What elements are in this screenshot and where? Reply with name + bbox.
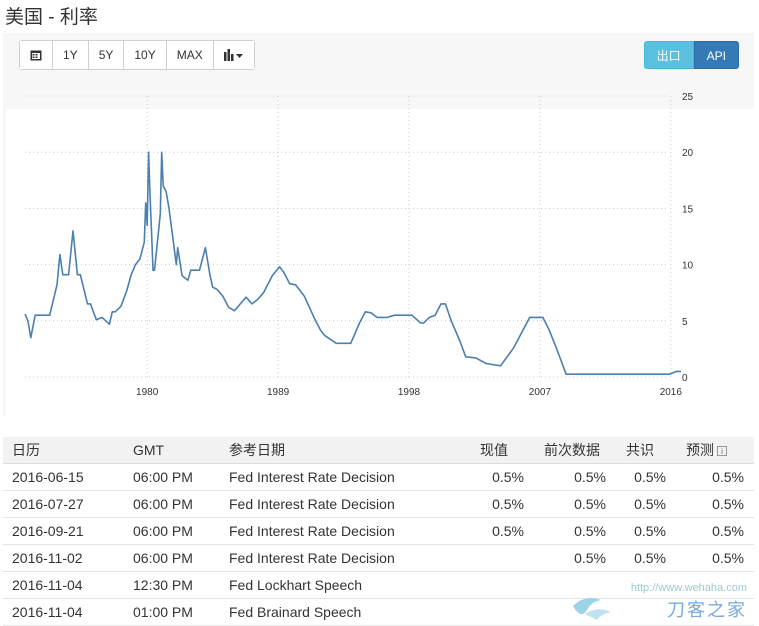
cell-event: Fed Interest Rate Decision bbox=[220, 544, 480, 572]
cell-time: 06:00 PM bbox=[124, 517, 220, 545]
cell-date: 2016-07-27 bbox=[3, 490, 124, 518]
col-header-previous: 前次数据 bbox=[534, 437, 616, 464]
chart-type-dropdown[interactable] bbox=[213, 41, 254, 69]
table-row: 2016-07-27 06:00 PM Fed Interest Rate Deci… bbox=[3, 490, 754, 518]
series-line-interest-rate bbox=[24, 151, 681, 375]
cell-actual: 0.5% bbox=[480, 463, 534, 491]
cell-actual bbox=[480, 598, 534, 626]
col-header-time: GMT bbox=[124, 437, 220, 464]
table-row: 2016-09-21 06:00 PM Fed Interest Rate Deci… bbox=[3, 517, 754, 545]
cell-consensus bbox=[616, 571, 676, 599]
cell-time: 06:00 PM bbox=[124, 490, 220, 518]
export-api-group: 出口 API bbox=[643, 41, 739, 69]
y-tick-label: 5 bbox=[682, 317, 688, 328]
x-tick-label: 1989 bbox=[267, 387, 290, 398]
watermark-url: http://www.wehaha.com bbox=[630, 582, 747, 594]
export-button[interactable]: 出口 bbox=[643, 41, 694, 69]
cell-previous bbox=[534, 571, 616, 599]
table-row: 2016-11-04 01:00 PM Fed Brainard Speech bbox=[3, 598, 754, 626]
cell-consensus: 0.5% bbox=[616, 463, 676, 491]
y-tick-label: 25 bbox=[682, 92, 694, 103]
cell-consensus bbox=[616, 598, 676, 626]
cell-date: 2016-11-02 bbox=[3, 544, 124, 572]
cell-event: Fed Interest Rate Decision bbox=[220, 463, 480, 491]
cell-consensus: 0.5% bbox=[616, 544, 676, 572]
cell-previous: 0.5% bbox=[534, 490, 616, 518]
table-row: 2016-11-04 12:30 PM Fed Lockhart Speech bbox=[3, 571, 754, 599]
economic-calendar-table: 日历 GMT 参考日期 现值 前次数据 共识 预测 i 2016-06-15 06:… bbox=[3, 437, 754, 626]
cell-actual: 0.5% bbox=[480, 517, 534, 545]
interest-rate-chart: 0 5 10 15 20 25 1980 1989 1998 2007 2016 bbox=[24, 92, 694, 398]
watermark-logo bbox=[573, 598, 611, 620]
chart-panel: 1Y 5Y 10Y MAX 出口 API bbox=[3, 33, 754, 447]
cell-forecast: 0.5% bbox=[676, 463, 754, 491]
y-tick-label: 10 bbox=[682, 261, 694, 272]
grid bbox=[25, 95, 672, 378]
cell-event: Fed Interest Rate Decision bbox=[220, 517, 480, 545]
cell-time: 12:30 PM bbox=[124, 571, 220, 599]
x-tick-label: 1980 bbox=[136, 387, 159, 398]
cell-forecast bbox=[676, 571, 754, 599]
cell-previous: 0.5% bbox=[534, 544, 616, 572]
calendar-button[interactable] bbox=[20, 41, 53, 69]
cell-forecast: 0.5% bbox=[676, 517, 754, 545]
x-tick-label: 2007 bbox=[529, 387, 552, 398]
x-tick-label: 2016 bbox=[660, 387, 683, 398]
bar-chart-icon bbox=[223, 49, 243, 61]
page-title: 美国 - 利率 bbox=[5, 7, 98, 28]
table-row: 2016-11-02 06:00 PM Fed Interest Rate Deci… bbox=[3, 544, 754, 572]
y-tick-label: 0 bbox=[682, 373, 688, 384]
col-header-date: 日历 bbox=[3, 437, 124, 464]
y-tick-label: 15 bbox=[682, 204, 694, 215]
cell-time: 06:00 PM bbox=[124, 544, 220, 572]
info-icon[interactable]: i bbox=[717, 446, 727, 457]
chevron-down-icon bbox=[235, 54, 243, 58]
table-header-row: 日历 GMT 参考日期 现值 前次数据 共识 预测 i bbox=[3, 437, 754, 464]
cell-actual bbox=[480, 544, 534, 572]
axis-ticks: 0 5 10 15 20 25 1980 1989 1998 2007 2016 bbox=[136, 92, 694, 398]
cell-forecast: 0.5% bbox=[676, 544, 754, 572]
cell-time: 06:00 PM bbox=[124, 463, 220, 491]
cell-previous: 0.5% bbox=[534, 463, 616, 491]
cell-previous: 0.5% bbox=[534, 517, 616, 545]
cell-event: Fed Interest Rate Decision bbox=[220, 490, 480, 518]
cell-date: 2016-06-15 bbox=[3, 463, 124, 491]
cell-actual bbox=[480, 571, 534, 599]
api-button[interactable]: API bbox=[693, 41, 739, 69]
cell-date: 2016-09-21 bbox=[3, 517, 124, 545]
watermark-text: 刀客之家 bbox=[667, 600, 747, 620]
chart-toolbar: 1Y 5Y 10Y MAX bbox=[19, 40, 255, 70]
y-tick-label: 20 bbox=[682, 148, 694, 159]
cell-consensus: 0.5% bbox=[616, 490, 676, 518]
col-header-forecast-label: 预测 bbox=[686, 441, 714, 458]
cell-actual: 0.5% bbox=[480, 490, 534, 518]
watermark: http://www.wehaha.com 刀客之家 bbox=[571, 582, 751, 622]
col-header-forecast: 预测 i bbox=[676, 437, 754, 464]
table-row: 2016-06-15 06:00 PM Fed Interest Rate Deci… bbox=[3, 463, 754, 491]
col-header-event: 参考日期 bbox=[220, 437, 480, 464]
range-5y-button[interactable]: 5Y bbox=[88, 41, 125, 69]
cell-date: 2016-11-04 bbox=[3, 571, 124, 599]
range-10y-button[interactable]: 10Y bbox=[124, 41, 167, 69]
cell-time: 01:00 PM bbox=[124, 598, 220, 626]
x-tick-label: 1998 bbox=[398, 387, 421, 398]
cell-forecast: 0.5% bbox=[676, 490, 754, 518]
col-header-consensus: 共识 bbox=[616, 437, 676, 464]
cell-event: Fed Brainard Speech bbox=[220, 598, 480, 626]
cell-consensus: 0.5% bbox=[616, 517, 676, 545]
cell-forecast bbox=[676, 598, 754, 626]
calendar-icon bbox=[30, 50, 42, 61]
range-max-button[interactable]: MAX bbox=[166, 41, 214, 69]
range-1y-button[interactable]: 1Y bbox=[53, 41, 89, 69]
cell-event: Fed Lockhart Speech bbox=[220, 571, 480, 599]
col-header-actual: 现值 bbox=[480, 437, 534, 464]
cell-date: 2016-11-04 bbox=[3, 598, 124, 626]
